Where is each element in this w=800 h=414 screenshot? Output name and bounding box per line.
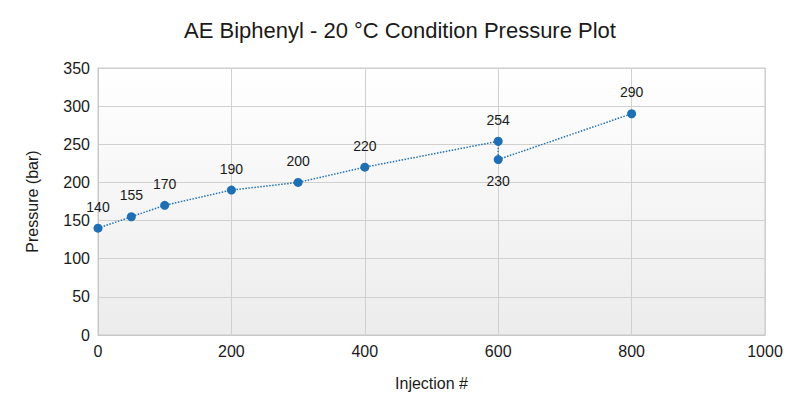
svg-text:100: 100: [63, 250, 90, 267]
svg-text:1000: 1000: [747, 343, 783, 360]
svg-text:250: 250: [63, 136, 90, 153]
svg-text:300: 300: [63, 98, 90, 115]
svg-text:254: 254: [487, 112, 511, 128]
svg-text:Injection #: Injection #: [395, 375, 468, 392]
svg-text:230: 230: [487, 173, 511, 189]
svg-text:50: 50: [72, 288, 90, 305]
svg-text:220: 220: [353, 138, 377, 154]
svg-text:350: 350: [63, 60, 90, 77]
svg-text:200: 200: [286, 153, 310, 169]
svg-text:190: 190: [220, 161, 244, 177]
svg-text:0: 0: [81, 327, 90, 344]
svg-text:400: 400: [351, 343, 378, 360]
svg-text:170: 170: [153, 176, 177, 192]
svg-text:600: 600: [485, 343, 512, 360]
svg-text:800: 800: [618, 343, 645, 360]
svg-text:0: 0: [94, 343, 103, 360]
svg-text:AE Biphenyl - 20 °C Condition: AE Biphenyl - 20 °C Condition Pressure P…: [184, 18, 616, 43]
svg-text:200: 200: [218, 343, 245, 360]
svg-text:155: 155: [120, 187, 144, 203]
svg-text:290: 290: [620, 84, 644, 100]
svg-text:Pressure (bar): Pressure (bar): [24, 150, 41, 252]
svg-text:150: 150: [63, 212, 90, 230]
svg-text:200: 200: [63, 174, 90, 191]
svg-text:140: 140: [86, 199, 110, 215]
